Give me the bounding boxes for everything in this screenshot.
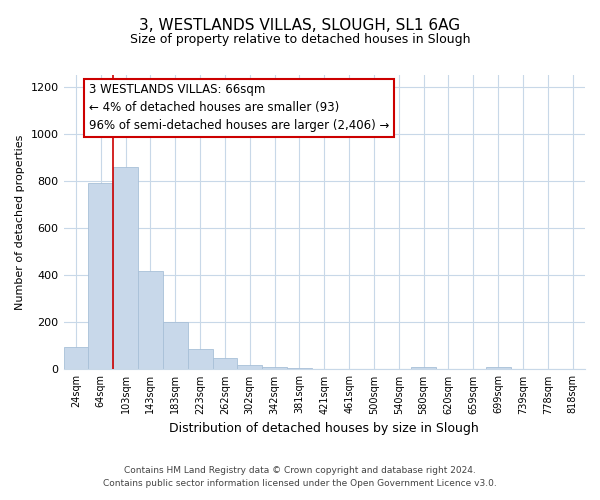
Bar [287,368,312,370]
Bar [163,322,188,370]
Bar [64,347,88,370]
Text: 3 WESTLANDS VILLAS: 66sqm
← 4% of detached houses are smaller (93)
96% of semi-d: 3 WESTLANDS VILLAS: 66sqm ← 4% of detach… [89,83,389,132]
Bar [262,367,287,370]
Text: 3, WESTLANDS VILLAS, SLOUGH, SL1 6AG: 3, WESTLANDS VILLAS, SLOUGH, SL1 6AG [139,18,461,32]
Bar [113,167,138,370]
Bar [485,367,511,370]
Bar [238,364,262,370]
Bar [411,367,436,370]
X-axis label: Distribution of detached houses by size in Slough: Distribution of detached houses by size … [169,422,479,435]
Bar [88,184,113,370]
Text: Contains HM Land Registry data © Crown copyright and database right 2024.
Contai: Contains HM Land Registry data © Crown c… [103,466,497,487]
Text: Size of property relative to detached houses in Slough: Size of property relative to detached ho… [130,32,470,46]
Y-axis label: Number of detached properties: Number of detached properties [15,134,25,310]
Bar [188,350,212,370]
Bar [212,358,238,370]
Bar [138,270,163,370]
